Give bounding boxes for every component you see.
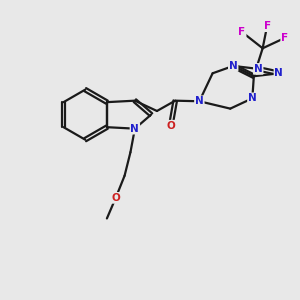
Text: N: N xyxy=(229,61,238,71)
Text: O: O xyxy=(111,193,120,203)
Text: N: N xyxy=(195,96,204,106)
Text: N: N xyxy=(254,64,262,74)
Text: O: O xyxy=(167,121,175,131)
Text: F: F xyxy=(238,27,246,37)
Text: F: F xyxy=(281,33,288,43)
Text: N: N xyxy=(248,93,257,103)
Text: N: N xyxy=(274,68,283,78)
Text: F: F xyxy=(263,21,271,31)
Text: N: N xyxy=(130,124,139,134)
